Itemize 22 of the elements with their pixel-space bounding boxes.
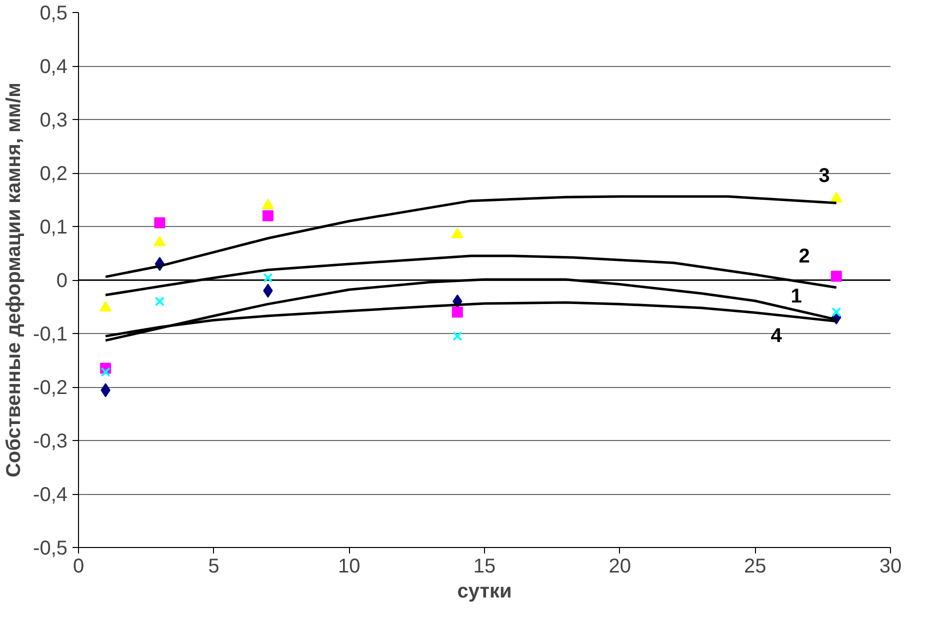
series-label: 1 <box>790 286 802 308</box>
y-tick-label: 0,4 <box>40 56 68 78</box>
x-tick-label: 10 <box>338 556 360 578</box>
y-tick-label: -0,4 <box>33 484 68 506</box>
x-tick-label: 30 <box>879 556 902 578</box>
x-tick-label: 0 <box>72 556 84 578</box>
y-tick-label: 0,5 <box>40 2 68 24</box>
x-tick-label: 20 <box>608 556 631 578</box>
y-tick-label: -0,1 <box>33 324 68 346</box>
x-tick-label: 25 <box>744 556 766 578</box>
x-tick-label: 15 <box>473 556 496 578</box>
series-label: 2 <box>798 245 810 268</box>
x-tick-label: 5 <box>208 556 220 578</box>
y-tick-label: 0,2 <box>40 163 68 185</box>
x-axis-title: сутки <box>457 580 512 602</box>
y-tick-label: 0,3 <box>40 110 68 132</box>
y-tick-label: -0,5 <box>33 538 68 560</box>
y-tick-label: 0,1 <box>40 216 68 238</box>
y-tick-label: -0,3 <box>33 430 68 452</box>
y-axis-title: Собственные деформации камня, мм/м <box>3 82 26 478</box>
y-tick-label: -0,2 <box>33 377 68 399</box>
y-tick-label: 0 <box>56 270 68 292</box>
